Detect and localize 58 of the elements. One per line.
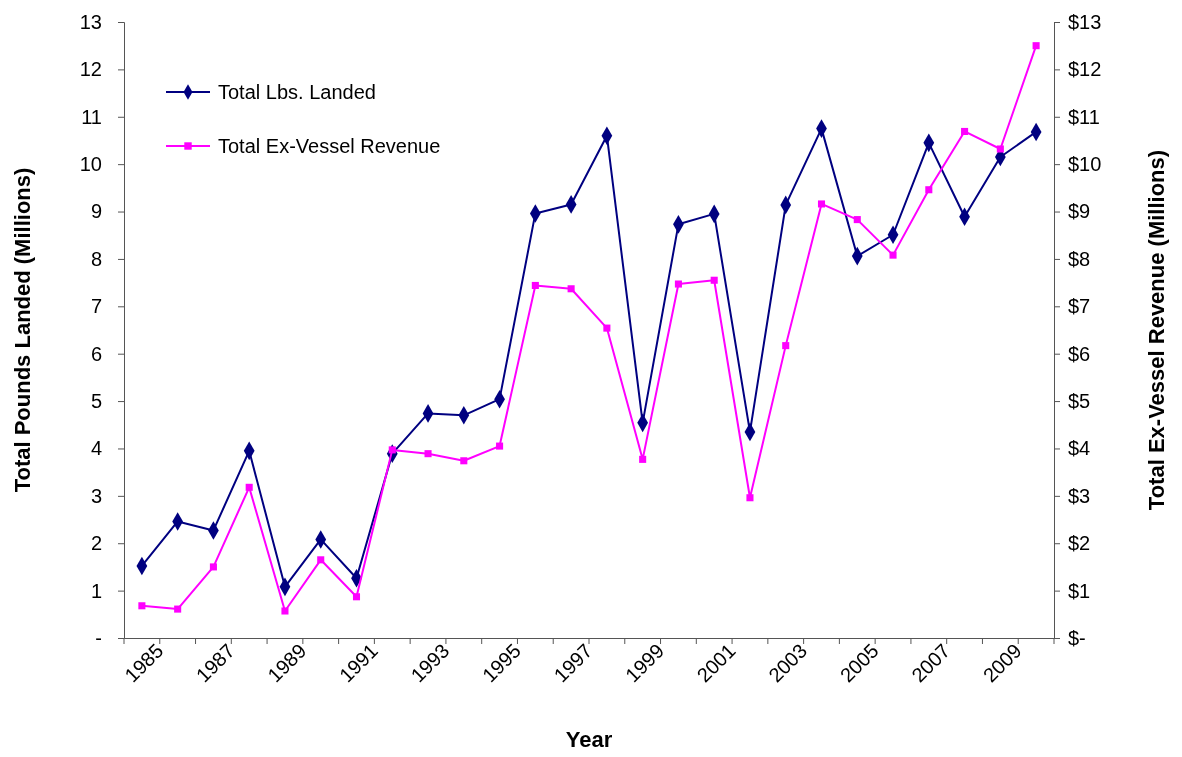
y-tick-label: 8 bbox=[90, 247, 102, 270]
y-tick-label: 4 bbox=[90, 437, 102, 460]
y2-tick-label: $1 bbox=[1068, 579, 1091, 602]
point bbox=[1032, 42, 1040, 50]
y2-tick-label: $2 bbox=[1068, 532, 1091, 555]
y-tick-label: 3 bbox=[90, 484, 102, 507]
y2-tick-label: $8 bbox=[1068, 247, 1091, 270]
point bbox=[603, 324, 611, 332]
point bbox=[961, 127, 969, 135]
y2-tick-label: $- bbox=[1068, 626, 1086, 649]
point bbox=[352, 593, 361, 601]
y2-tick-label: $13 bbox=[1068, 10, 1102, 33]
y-tick-label: 5 bbox=[90, 389, 102, 412]
point bbox=[639, 455, 647, 463]
point bbox=[209, 563, 217, 571]
point bbox=[853, 216, 861, 224]
y2-tick-label: $4 bbox=[1068, 437, 1091, 460]
y2-tick-label: $6 bbox=[1068, 342, 1091, 365]
y2-tick-label: $11 bbox=[1068, 105, 1100, 128]
point bbox=[925, 186, 933, 194]
point bbox=[317, 556, 325, 564]
y-tick-label: 9 bbox=[90, 200, 102, 223]
y-axis-title: Total Pounds Landed (Millions) bbox=[10, 167, 35, 493]
point bbox=[889, 251, 897, 259]
y-tick-label: 11 bbox=[81, 105, 102, 128]
y-tick-label: 7 bbox=[90, 295, 102, 318]
point bbox=[674, 280, 682, 288]
y2-tick-label: $7 bbox=[1068, 295, 1091, 318]
point bbox=[746, 494, 754, 502]
y2-axis-title: Total Ex-Vessel Revenue (Millions) bbox=[1144, 149, 1169, 511]
point bbox=[138, 602, 146, 610]
y2-tick-label: $10 bbox=[1068, 153, 1102, 176]
y-tick-label: 12 bbox=[79, 58, 102, 81]
point bbox=[174, 605, 182, 613]
point bbox=[496, 442, 504, 450]
y2-tick-label: $9 bbox=[1068, 200, 1091, 223]
point bbox=[245, 483, 253, 491]
legend-label: Total Ex-Vessel Revenue bbox=[218, 135, 441, 157]
y-tick-label: 10 bbox=[79, 153, 102, 176]
x-axis-title: Year bbox=[565, 727, 613, 752]
y-tick-label: 13 bbox=[79, 10, 102, 33]
point bbox=[710, 276, 718, 284]
point bbox=[281, 607, 289, 615]
point bbox=[567, 285, 575, 293]
point bbox=[460, 457, 468, 465]
y2-tick-label: $5 bbox=[1068, 389, 1091, 412]
legend-label: Total Lbs. Landed bbox=[218, 81, 376, 103]
point bbox=[531, 281, 539, 289]
y-tick-label: 2 bbox=[90, 532, 102, 555]
y2-tick-label: $12 bbox=[1068, 58, 1102, 81]
point bbox=[996, 145, 1004, 153]
point bbox=[424, 450, 432, 458]
y2-tick-label: $3 bbox=[1068, 484, 1091, 507]
point bbox=[817, 200, 826, 208]
point bbox=[782, 342, 790, 350]
y-tick-label: - bbox=[95, 626, 102, 649]
y-tick-label: 6 bbox=[90, 342, 102, 365]
y-tick-label: 1 bbox=[90, 579, 102, 602]
